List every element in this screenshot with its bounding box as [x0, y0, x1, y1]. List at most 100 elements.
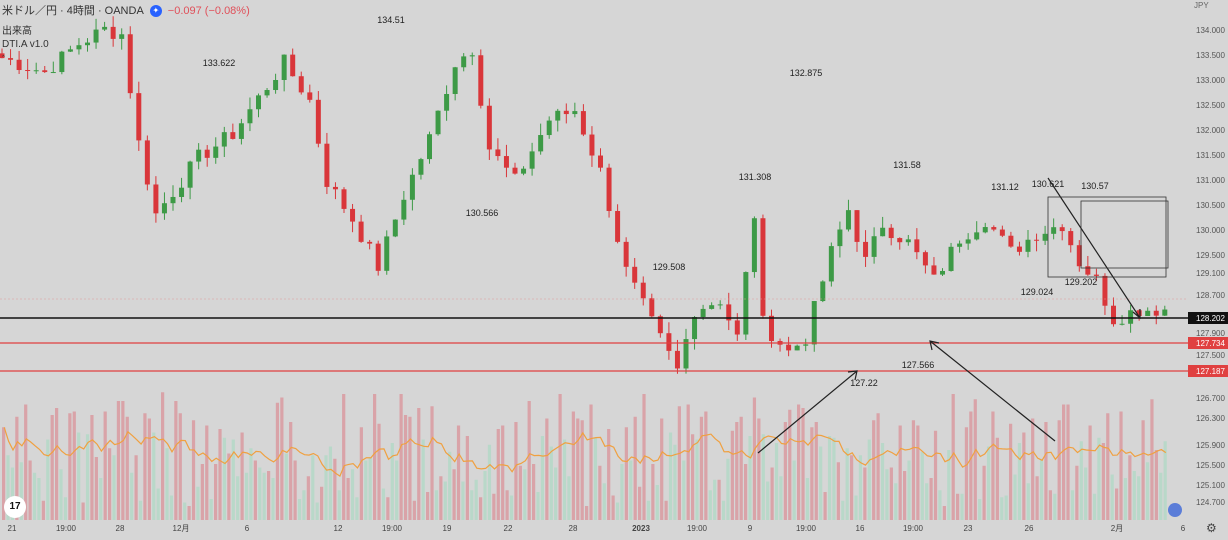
volume-bar: [227, 453, 231, 520]
price-axis-badge: [1188, 337, 1228, 349]
candle: [290, 48, 296, 77]
candle-body: [786, 344, 792, 351]
volume-bar: [717, 479, 721, 520]
price-axis-tick: 124.700: [1196, 498, 1225, 507]
candle: [273, 73, 279, 94]
volume-bar: [682, 460, 686, 520]
dti-indicator-label[interactable]: DTI.A v1.0: [2, 39, 49, 50]
time-axis-tick: 9: [748, 524, 753, 533]
volume-bar: [629, 460, 633, 520]
tradingview-logo-icon[interactable]: 17: [4, 496, 26, 518]
candle: [922, 250, 928, 274]
volume-bar: [827, 436, 832, 520]
volume-bar: [956, 493, 960, 520]
volume-bar: [1092, 493, 1097, 520]
volume-bar: [373, 394, 377, 520]
time-axis[interactable]: 21 19:00 28 12月 6 12 19:00 19 22 28 2023 19:00 9 19:0…: [8, 524, 1186, 533]
volume-bar: [231, 439, 235, 520]
volume-bar: [1132, 471, 1136, 520]
volume-bar: [434, 490, 439, 520]
candle-body: [837, 229, 843, 247]
arrow-left-head: [929, 340, 940, 351]
candle: [1128, 304, 1134, 333]
candle-body: [392, 219, 398, 237]
volume-bar: [1150, 399, 1154, 520]
candle-body: [375, 243, 381, 271]
volume-bar: [315, 502, 319, 520]
volume-bar: [991, 411, 995, 520]
candle: [469, 52, 475, 66]
candle: [538, 123, 544, 155]
volume-bar: [867, 439, 871, 520]
volume-bar: [492, 493, 496, 520]
symbol-title[interactable]: 米ドル／円 · 4時間 · OANDA: [2, 5, 144, 17]
candle: [50, 61, 56, 74]
candle-body: [598, 155, 603, 168]
volume-bar: [673, 444, 677, 520]
volume-bar: [1009, 423, 1013, 520]
volume-bar: [585, 506, 589, 520]
volume-bar: [430, 406, 434, 520]
price-axis[interactable]: 134.000 133.500 133.000 132.500 132.000 131.5…: [1188, 26, 1228, 507]
candle: [589, 126, 595, 167]
candle-body: [384, 236, 390, 271]
volume-bar: [355, 497, 359, 520]
candle-body: [213, 146, 219, 158]
candle-body: [1102, 275, 1108, 306]
volume-bar: [359, 427, 363, 520]
candle: [777, 338, 783, 352]
candle-body: [1059, 227, 1065, 232]
candle-body: [127, 34, 133, 94]
volume-bar: [1004, 495, 1008, 520]
volume-bar: [342, 394, 346, 520]
candle-body: [563, 110, 569, 115]
volume-bar: [1163, 441, 1167, 520]
candle-body: [845, 210, 851, 230]
volume-bar: [311, 455, 315, 520]
volume-indicator-label[interactable]: 出来高: [2, 26, 32, 37]
candle-body: [580, 111, 586, 135]
volume-bar: [797, 404, 801, 520]
collapse-chevron-icon[interactable]: ˆ: [2, 54, 5, 64]
price-axis-tick: 125.500: [1196, 461, 1225, 470]
volume-bar: [426, 492, 430, 520]
volume-bar: [81, 502, 85, 520]
candle-body: [495, 149, 501, 157]
trend-drawings[interactable]: [757, 177, 1169, 454]
volume-bar: [10, 467, 15, 520]
candle: [110, 16, 116, 47]
volume-bar: [969, 411, 973, 520]
time-axis-tick: 28: [569, 524, 578, 533]
volume-bar: [836, 462, 840, 520]
gear-icon[interactable]: ⚙: [1206, 521, 1217, 535]
candle-body: [1085, 266, 1091, 275]
candle-body: [803, 344, 809, 346]
volume-bar: [783, 422, 787, 520]
volume-bar: [863, 467, 867, 520]
volume-bar: [527, 401, 531, 520]
volume-bar: [156, 488, 160, 520]
volume-bar: [660, 418, 664, 520]
volume-bar: [730, 430, 734, 520]
candle-body: [187, 161, 193, 188]
volume-bar: [889, 467, 893, 520]
volume-bar: [766, 481, 770, 520]
volume-bar: [571, 411, 575, 520]
volume-bar: [178, 413, 182, 520]
volume-bar: [947, 450, 951, 520]
candle: [905, 234, 911, 246]
volume-bar: [377, 423, 381, 520]
volume-bar: [549, 446, 553, 520]
volume-bar: [306, 476, 310, 520]
volume-bar: [103, 411, 107, 520]
volume-bar: [894, 483, 898, 520]
candle: [1034, 233, 1040, 252]
volume-bar: [960, 493, 964, 520]
volume-bar: [633, 416, 637, 520]
volume-bar: [916, 425, 920, 520]
symbol-header[interactable]: 米ドル／円 · 4時間 · OANDA ✦ −0.097 (−0.08%): [2, 2, 250, 18]
volume-bar: [1088, 425, 1092, 520]
volume-bar: [143, 413, 147, 520]
